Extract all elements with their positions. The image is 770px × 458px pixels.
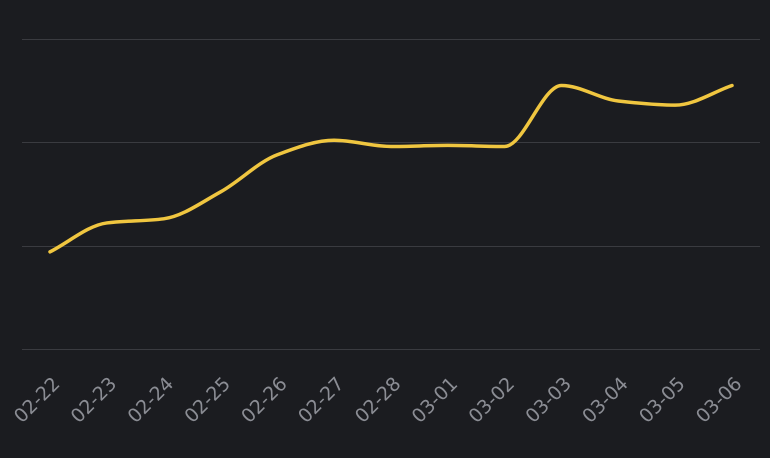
x-tick-label: 02-26 xyxy=(237,373,292,428)
gridlines xyxy=(22,39,760,350)
x-tick-label: 03-06 xyxy=(692,373,747,428)
x-tick-label: 03-03 xyxy=(521,373,576,428)
x-tick-label: 02-24 xyxy=(123,373,178,428)
x-tick-label: 02-23 xyxy=(67,373,122,428)
series-line-0 xyxy=(48,83,734,254)
x-tick-label: 03-01 xyxy=(408,373,463,428)
x-axis-ticks: 02-22 02-23 02-24 02-25 02-26 02-27 02-28 03-01… xyxy=(10,373,747,428)
x-tick-label: 03-05 xyxy=(635,373,690,428)
x-tick-label: 02-28 xyxy=(351,373,406,428)
series-layer xyxy=(48,83,734,254)
x-tick-label: 03-02 xyxy=(464,373,519,428)
x-tick-label: 02-25 xyxy=(180,373,235,428)
x-tick-label: 02-22 xyxy=(10,373,65,428)
x-tick-label: 03-04 xyxy=(578,373,633,428)
x-tick-label: 02-27 xyxy=(294,373,349,428)
